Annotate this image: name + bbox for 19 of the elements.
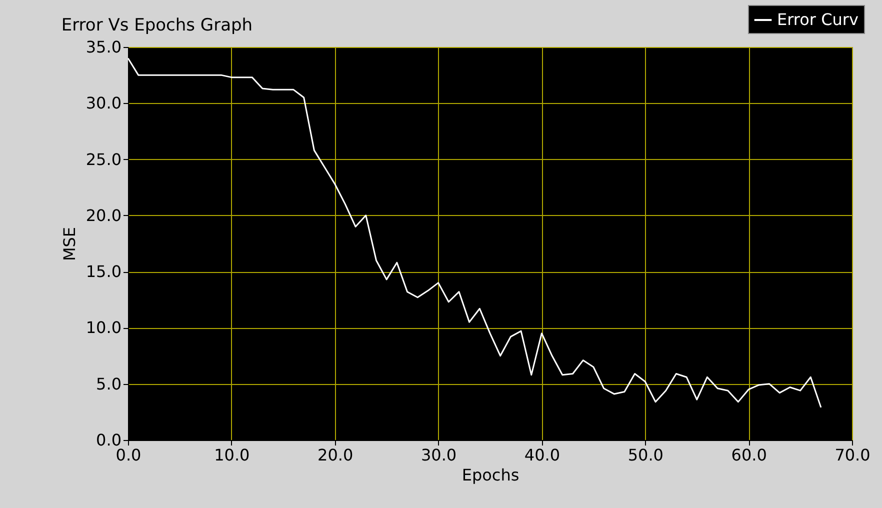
y-tick-label: 25.0: [86, 150, 122, 169]
x-tick-label: 70.0: [834, 446, 870, 464]
y-tick-label: 15.0: [86, 262, 122, 282]
x-tick-label: 30.0: [420, 446, 457, 464]
legend-label: Error Curv: [777, 10, 858, 29]
x-tick-label: 20.0: [318, 446, 354, 464]
y-tick-label: 5.0: [96, 374, 122, 394]
y-tick-label: 35.0: [86, 38, 122, 56]
chart-title: Error Vs Epochs Graph: [61, 16, 253, 36]
line-series: [128, 57, 822, 408]
x-tick-label: 10.0: [214, 446, 250, 464]
x-tick-label: 40.0: [524, 446, 560, 464]
y-tick-label: 20.0: [86, 206, 122, 225]
x-tick-label: 50.0: [628, 446, 664, 464]
y-axis-title: MSE: [60, 226, 79, 262]
y-tick-label: 30.0: [86, 94, 122, 113]
y-tick-label: 10.0: [86, 318, 122, 338]
x-tick-label: 60.0: [731, 446, 767, 464]
x-axis-title: Epochs: [462, 466, 520, 484]
